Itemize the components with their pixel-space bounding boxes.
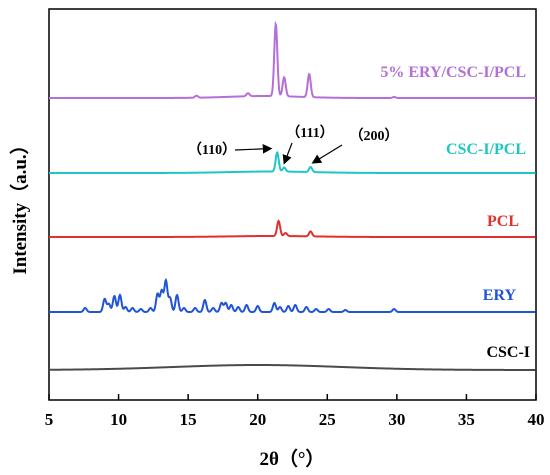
y-axis-title: Intensity（a.u.） (8, 135, 31, 274)
series-line-5-ery-csc-i-pcl (49, 20, 536, 99)
series-label-pcl: PCL (487, 213, 519, 230)
x-tick-label: 10 (110, 410, 127, 429)
x-axis: 5 10 15 20 25 30 35 40 (45, 394, 545, 429)
series-label-5-ery-csc-i-pcl: 5% ERY/CSC-I/PCL (380, 64, 526, 81)
series-label-csc-i-pcl: CSC-I/PCL (446, 141, 526, 158)
series-line-csc-i-pcl (49, 151, 536, 174)
plot-area (48, 8, 537, 401)
series-labels: CSC-I ERY PCL CSC-I/PCL 5% ERY/CSC-I/PCL (380, 64, 530, 361)
annotation-label: （200） (350, 128, 399, 144)
annotation-arrow (311, 144, 343, 164)
annotation-arrow (282, 142, 293, 165)
x-tick-label: 20 (249, 410, 266, 429)
annotations: （110） （111） （200） (188, 125, 399, 165)
series-line-pcl (49, 219, 536, 238)
annotation-arrow (234, 144, 273, 154)
x-tick-label: 30 (388, 410, 405, 429)
x-tick-label: 35 (458, 410, 475, 429)
traces (49, 20, 536, 371)
x-tick-label: 25 (319, 410, 336, 429)
x-tick-label: 15 (180, 410, 197, 429)
x-tick-label: 5 (45, 410, 54, 429)
x-axis-title: 2θ（°） (259, 447, 324, 470)
x-tick-label: 40 (528, 410, 545, 429)
annotation-label: （110） (188, 142, 236, 158)
series-line-ery (49, 277, 536, 313)
series-label-csc-i: CSC-I (486, 344, 530, 361)
series-line-csc-i (49, 364, 536, 371)
series-label-ery: ERY (483, 287, 517, 304)
annotation-label: （111） (286, 125, 333, 141)
